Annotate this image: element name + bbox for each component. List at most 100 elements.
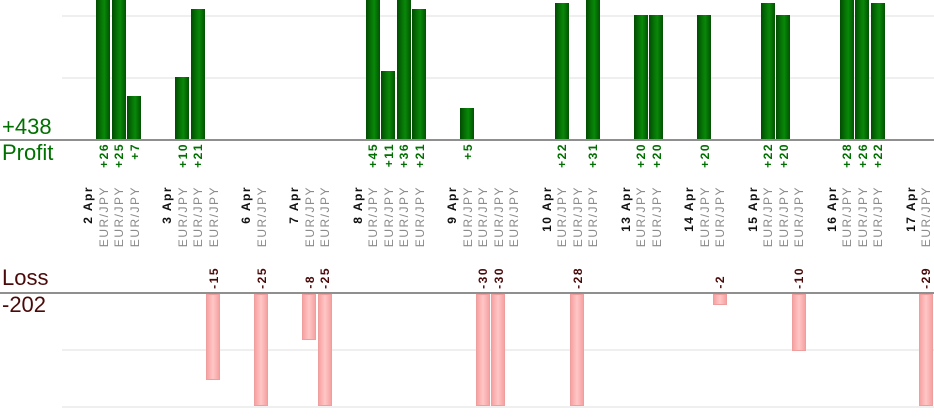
loss-value-label: -25: [318, 267, 332, 289]
loss-value-label-wrap: -30: [476, 237, 491, 289]
loss-total: -202: [2, 292, 47, 317]
date-label: 10 Apr: [539, 186, 554, 232]
instrument-label: EUR/JPY: [840, 186, 854, 248]
profit-value-label: +31: [586, 143, 600, 168]
loss-value-label: -25: [254, 267, 269, 289]
profit-value-label: +22: [871, 143, 885, 168]
loss-bar: [570, 294, 585, 406]
profit-value-label: +11: [381, 143, 396, 168]
loss-value-label: -30: [476, 267, 490, 289]
instrument-label: EUR/JPY: [412, 186, 427, 248]
loss-value-label-wrap: -25: [318, 237, 333, 289]
loss-value-label-wrap: -29: [919, 237, 934, 289]
date-label: 14 Apr: [682, 186, 696, 232]
profit-bar: [554, 2, 569, 139]
instrument-label: EUR/JPY: [586, 186, 600, 248]
profit-bar: [381, 70, 396, 139]
profit-value-label: +26: [855, 143, 870, 168]
loss-value-label: -28: [570, 267, 585, 289]
instrument-label: EUR/JPY: [871, 186, 885, 248]
profit-value-label: +26: [96, 143, 111, 168]
instrument-label: EUR/JPY: [96, 186, 111, 248]
profit-value-label: +10: [175, 143, 190, 168]
date-label: 3 Apr: [160, 186, 174, 224]
profit-bar: [870, 2, 885, 139]
date-label: 2 Apr: [81, 186, 95, 224]
date-label: 7 Apr: [287, 186, 301, 224]
profit-axis-line: [0, 139, 934, 141]
loss-bar: [302, 294, 317, 340]
loss-value-label: -2: [713, 275, 727, 289]
profit-bar: [412, 8, 427, 139]
loss-value-label-wrap: -2: [713, 237, 728, 289]
profit-bar: [365, 0, 380, 139]
profit-value-label: +25: [112, 143, 126, 168]
profit-value-label: +20: [697, 143, 712, 168]
date-label: 15 Apr: [745, 186, 760, 232]
profit-bar: [697, 15, 712, 139]
loss-bar: [254, 294, 269, 406]
instrument-label: EUR/JPY: [191, 186, 205, 248]
loss-value-label-wrap: -15: [207, 237, 222, 289]
instrument-label: EUR/JPY: [697, 186, 712, 248]
instrument-label: EUR/JPY: [175, 186, 190, 248]
profit-bar: [649, 15, 664, 139]
profit-bar: [839, 0, 854, 139]
loss-value-label-wrap: -8: [303, 237, 318, 289]
loss-value-label: -30: [491, 267, 506, 289]
profit-bar: [190, 8, 205, 139]
profit-bar: [127, 95, 142, 139]
instrument-label: EUR/JPY: [127, 186, 142, 248]
loss-axis-line: [0, 292, 934, 294]
instrument-label: EUR/JPY: [761, 186, 775, 248]
profit-value-label: +28: [840, 143, 854, 168]
profit-bar: [175, 77, 190, 139]
profit-value-label: +21: [412, 143, 427, 168]
profit-value-label: +21: [191, 143, 205, 168]
profit-value-label: +36: [397, 143, 411, 168]
profit-bar: [460, 108, 475, 139]
loss-value-label-wrap: -30: [492, 237, 507, 289]
profit-bar: [633, 15, 648, 139]
instrument-label: EUR/JPY: [634, 186, 648, 248]
profit-value-label: +20: [776, 143, 791, 168]
gridline: [62, 15, 934, 17]
instrument-label: EUR/JPY: [507, 186, 521, 248]
date-label: 9 Apr: [445, 186, 459, 224]
instrument-label: EUR/JPY: [649, 186, 664, 248]
instrument-label: EUR/JPY: [776, 186, 791, 248]
loss-axis-title: Loss: [2, 265, 49, 290]
gridline: [62, 406, 934, 408]
profit-value-label: +20: [634, 143, 648, 168]
profit-value-label: +22: [555, 143, 569, 168]
loss-value-label-wrap: -10: [792, 237, 807, 289]
instrument-label: EUR/JPY: [112, 186, 126, 248]
loss-bar: [475, 294, 490, 406]
loss-bar: [918, 294, 933, 406]
date-label: 8 Apr: [350, 186, 365, 224]
profit-bar: [96, 0, 111, 139]
loss-value-label-wrap: -28: [571, 237, 586, 289]
profit-bar: [760, 2, 775, 139]
instrument-label: EUR/JPY: [555, 186, 569, 248]
profit-value-label: +22: [761, 143, 775, 168]
instrument-label: EUR/JPY: [460, 186, 475, 248]
loss-value-label: -10: [792, 267, 806, 289]
profit-bar: [585, 0, 600, 139]
loss-bar: [491, 294, 506, 406]
loss-value-label: -8: [302, 275, 317, 289]
loss-bar: [206, 294, 221, 380]
date-label: 6 Apr: [239, 186, 253, 224]
profit-total: +438: [2, 114, 52, 139]
profit-axis-title: Profit: [2, 140, 54, 165]
instrument-label: EUR/JPY: [397, 186, 411, 248]
loss-value-label: -15: [206, 267, 221, 289]
date-label: 16 Apr: [824, 186, 839, 232]
loss-bar: [791, 294, 806, 351]
date-label: 13 Apr: [618, 186, 633, 232]
date-label: 17 Apr: [903, 186, 918, 232]
instrument-label: EUR/JPY: [855, 186, 870, 248]
loss-bar: [712, 294, 727, 306]
profit-value-label: +7: [127, 143, 142, 160]
